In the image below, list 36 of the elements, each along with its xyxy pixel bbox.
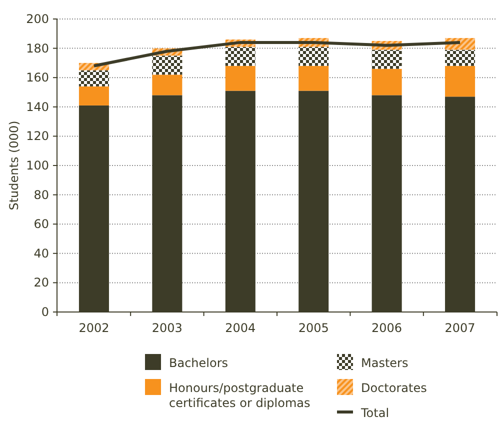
y-tick-label: 180 (26, 41, 49, 56)
y-tick-label: 100 (26, 158, 49, 172)
y-axis-title: Students (000) (7, 120, 21, 210)
legend-label: Bachelors (169, 356, 228, 370)
y-tick-label: 200 (26, 12, 49, 26)
x-tick-label: 2002 (78, 321, 110, 335)
x-tick-label: 2004 (225, 321, 256, 335)
y-tick-label: 0 (41, 305, 49, 319)
line-series (92, 40, 462, 68)
bar (78, 86, 109, 106)
x-tick-label: 2006 (372, 321, 402, 335)
x-tick-label: 2007 (444, 321, 476, 335)
y-tick-label: 40 (34, 246, 49, 260)
bar (372, 68, 402, 96)
y-tick-label: 120 (26, 129, 49, 144)
bar (152, 56, 182, 75)
bar (298, 66, 329, 91)
y-tick-label: 80 (34, 188, 49, 202)
x-tick-label: 2005 (298, 321, 329, 335)
bar (445, 50, 476, 66)
x-tick-label: 2003 (152, 321, 182, 335)
legend-label: Doctorates (361, 381, 427, 395)
y-tick-label: 160 (26, 70, 49, 85)
bar (372, 50, 402, 69)
bar (298, 46, 329, 66)
bar (225, 66, 256, 91)
bar (78, 70, 109, 86)
bar (225, 46, 256, 66)
y-tick-label: 60 (34, 217, 49, 232)
y-tick-label: 20 (34, 276, 49, 290)
legend-label: Total (360, 406, 390, 420)
legend-label: Masters (361, 356, 408, 370)
legend-label: Honours/postgraduate certificates or diplomas (169, 381, 310, 410)
y-tick-label: 140 (26, 100, 49, 114)
bar (152, 74, 182, 96)
bar (445, 66, 476, 97)
